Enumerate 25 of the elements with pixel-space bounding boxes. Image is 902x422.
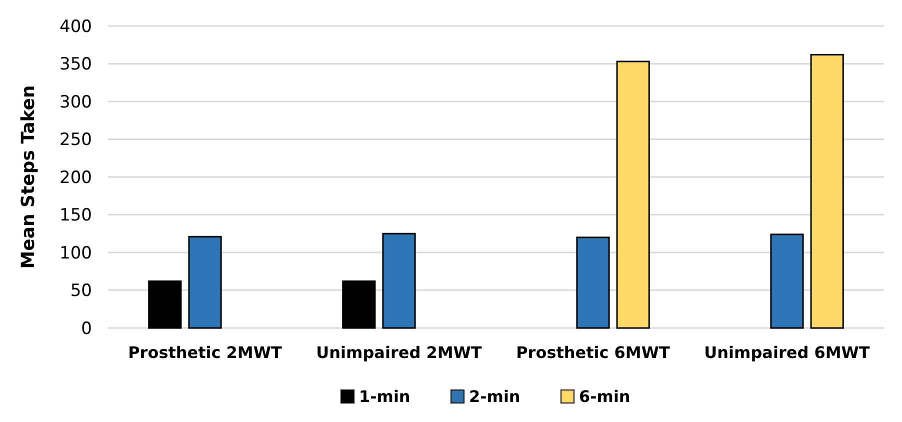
- y-tick-label: 250: [60, 130, 92, 150]
- bar: [576, 236, 610, 329]
- bar: [188, 236, 222, 329]
- y-tick-label: 400: [60, 16, 92, 37]
- bar: [382, 232, 416, 329]
- x-tick-label: Prosthetic 2MWT: [128, 343, 282, 362]
- y-tick-label: 300: [60, 92, 92, 112]
- legend-label: 6-min: [579, 387, 630, 406]
- y-tick-label: 50: [70, 281, 92, 302]
- legend-label: 1-min: [359, 387, 410, 406]
- y-tick-label: 200: [60, 168, 92, 188]
- bar: [810, 54, 844, 329]
- x-tick-label: Prosthetic 6MWT: [516, 343, 670, 362]
- y-tick-label: 150: [60, 206, 92, 226]
- bar: [770, 234, 804, 329]
- bar: [342, 280, 376, 329]
- x-tick-label: Unimpaired 6MWT: [704, 343, 870, 362]
- y-axis-title: Mean Steps Taken: [18, 85, 39, 269]
- y-tick-label: 350: [60, 54, 92, 75]
- legend-label: 2-min: [469, 387, 520, 406]
- x-tick-label: Unimpaired 2MWT: [316, 343, 482, 362]
- bar: [616, 60, 650, 329]
- y-tick-label: 100: [60, 243, 92, 264]
- bar: [148, 280, 182, 329]
- y-tick-label: 0: [81, 318, 92, 339]
